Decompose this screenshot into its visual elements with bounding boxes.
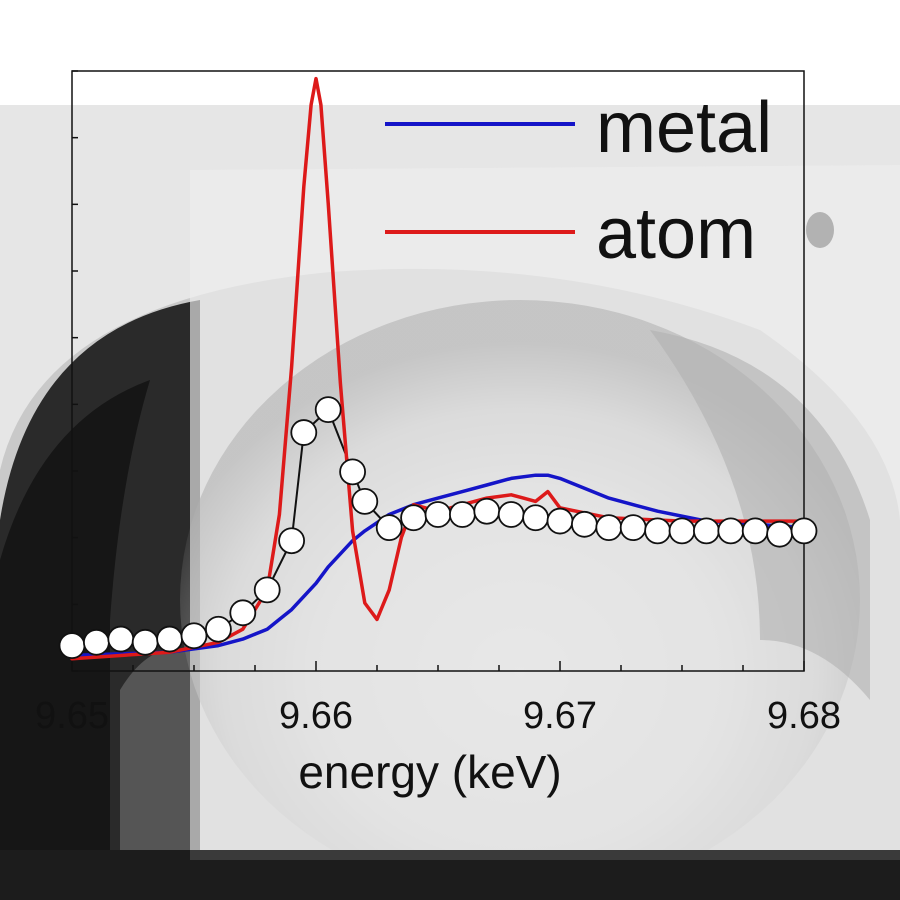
data-point: [619, 514, 647, 542]
data-point: [375, 514, 403, 542]
data-point: [107, 625, 135, 653]
x-tick-label: 9.66: [279, 695, 353, 737]
data-point: [229, 599, 257, 627]
data-point: [314, 396, 342, 424]
legend-label-atom: atom: [596, 194, 756, 274]
series-markers: [58, 396, 818, 660]
data-point: [766, 520, 793, 548]
data-point: [290, 419, 318, 446]
y-axis-ticks: [72, 70, 78, 672]
data-point: [448, 501, 476, 528]
data-point: [180, 622, 208, 650]
data-point: [204, 615, 232, 643]
data-point: [253, 576, 281, 604]
x-axis-tick-labels: 9.65 9.66 9.67 9.68: [35, 695, 841, 737]
data-point: [58, 632, 86, 660]
data-point: [571, 510, 598, 538]
data-point: [473, 497, 501, 525]
data-point: [278, 527, 306, 555]
data-point: [131, 628, 159, 656]
data-point: [497, 501, 525, 528]
x-tick-label: 9.67: [523, 695, 597, 737]
data-point: [522, 504, 549, 532]
legend: metal atom: [385, 88, 772, 274]
data-point: [546, 507, 574, 535]
x-axis-title: energy (keV): [298, 746, 561, 798]
data-point: [156, 625, 184, 653]
data-point: [790, 517, 818, 545]
data-point: [693, 517, 720, 545]
x-axis-ticks: [71, 661, 805, 671]
x-tick-label: 9.65: [35, 695, 109, 737]
data-point: [595, 514, 623, 542]
data-point: [424, 501, 452, 528]
legend-label-metal: metal: [596, 88, 772, 168]
data-point: [717, 517, 745, 545]
x-tick-label: 9.68: [767, 695, 841, 737]
data-point: [83, 628, 110, 656]
data-point: [644, 517, 671, 545]
data-point: [339, 458, 367, 486]
series-line-atom: [70, 76, 806, 661]
data-point: [351, 487, 379, 515]
series-line-metal: [70, 473, 806, 658]
data-point: [741, 517, 769, 545]
data-point: [668, 517, 696, 545]
data-point: [400, 504, 428, 532]
